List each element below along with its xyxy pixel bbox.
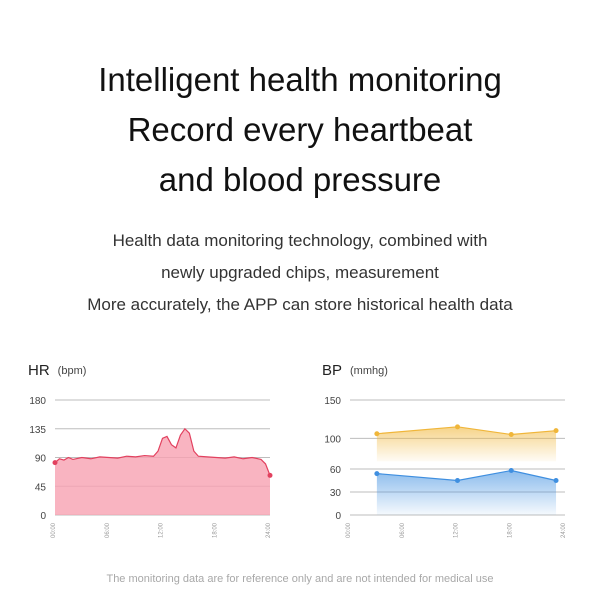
bp-high-series-line (376, 426, 557, 436)
hr-ytick-label: 135 (29, 425, 46, 436)
headline-line-3: and blood pressure (158, 161, 442, 198)
description: Health data monitoring technology, combi… (0, 225, 600, 321)
hr-xtick-label: 24:00 (266, 522, 272, 538)
bp-high-point (374, 431, 380, 437)
description-line-2: newly upgraded chips, measurement (161, 263, 439, 282)
hr-ytick-label: 0 (40, 511, 46, 522)
bp-ytick-label: 100 (324, 434, 341, 445)
bp-unit-label: (mmhg) (350, 365, 388, 377)
hr-title-text: HR (28, 362, 50, 379)
bp-low-point (455, 478, 460, 483)
bp-xtick-label: 06:00 (400, 522, 406, 538)
bp-low-point (553, 478, 559, 483)
hr-chart: 0 45 90 135 180 00:00 06:00 12:00 18:00 24:00 (29, 396, 273, 538)
bp-low-point (508, 468, 514, 474)
hr-series-line (54, 427, 271, 476)
hr-xtick-label: 18:00 (212, 522, 218, 538)
bp-low-point (374, 471, 380, 477)
bp-chart-title: BP (mmhg) (322, 362, 388, 379)
bp-xtick-label: 24:00 (561, 522, 567, 538)
hr-ytick-label: 180 (29, 396, 46, 407)
headline-line-2: Record every heartbeat (127, 111, 473, 148)
bp-high-point (553, 428, 559, 434)
bp-high-point (508, 432, 514, 437)
headline: Intelligent health monitoring Record eve… (0, 55, 600, 205)
bp-xtick-label: 18:00 (507, 522, 513, 538)
bp-low-series-line (376, 469, 557, 482)
bp-ytick-label: 60 (330, 465, 342, 476)
headline-line-1: Intelligent health monitoring (98, 61, 502, 98)
bp-xtick-label: 00:00 (346, 522, 352, 538)
bp-low-area-fill (376, 470, 557, 515)
bp-ytick-label: 30 (330, 488, 342, 499)
bp-title-text: BP (322, 362, 343, 379)
bp-ytick-label: 0 (335, 511, 341, 522)
hr-xtick-label: 12:00 (159, 522, 165, 538)
hr-xtick-label: 00:00 (51, 522, 57, 538)
bp-xtick-label: 12:00 (454, 522, 460, 538)
hr-unit-label: (bpm) (57, 365, 87, 377)
hr-chart-title: HR (bpm) (28, 362, 86, 379)
description-line-1: Health data monitoring technology, combi… (112, 231, 488, 250)
bp-ytick-label: 150 (324, 396, 341, 407)
disclaimer-footnote: The monitoring data are for reference on… (106, 573, 494, 585)
description-line-3: More accurately, the APP can store histo… (87, 295, 513, 314)
hr-point (267, 472, 273, 478)
hr-area-fill (55, 428, 270, 515)
bp-high-point (455, 424, 460, 430)
hr-point (52, 460, 58, 466)
hr-xtick-label: 06:00 (105, 522, 111, 538)
hr-ytick-label: 45 (35, 482, 47, 493)
bp-chart: 0 30 60 100 150 00:00 06:00 12:00 18:00 24:00 (324, 396, 567, 538)
hr-ytick-label: 90 (35, 454, 47, 465)
